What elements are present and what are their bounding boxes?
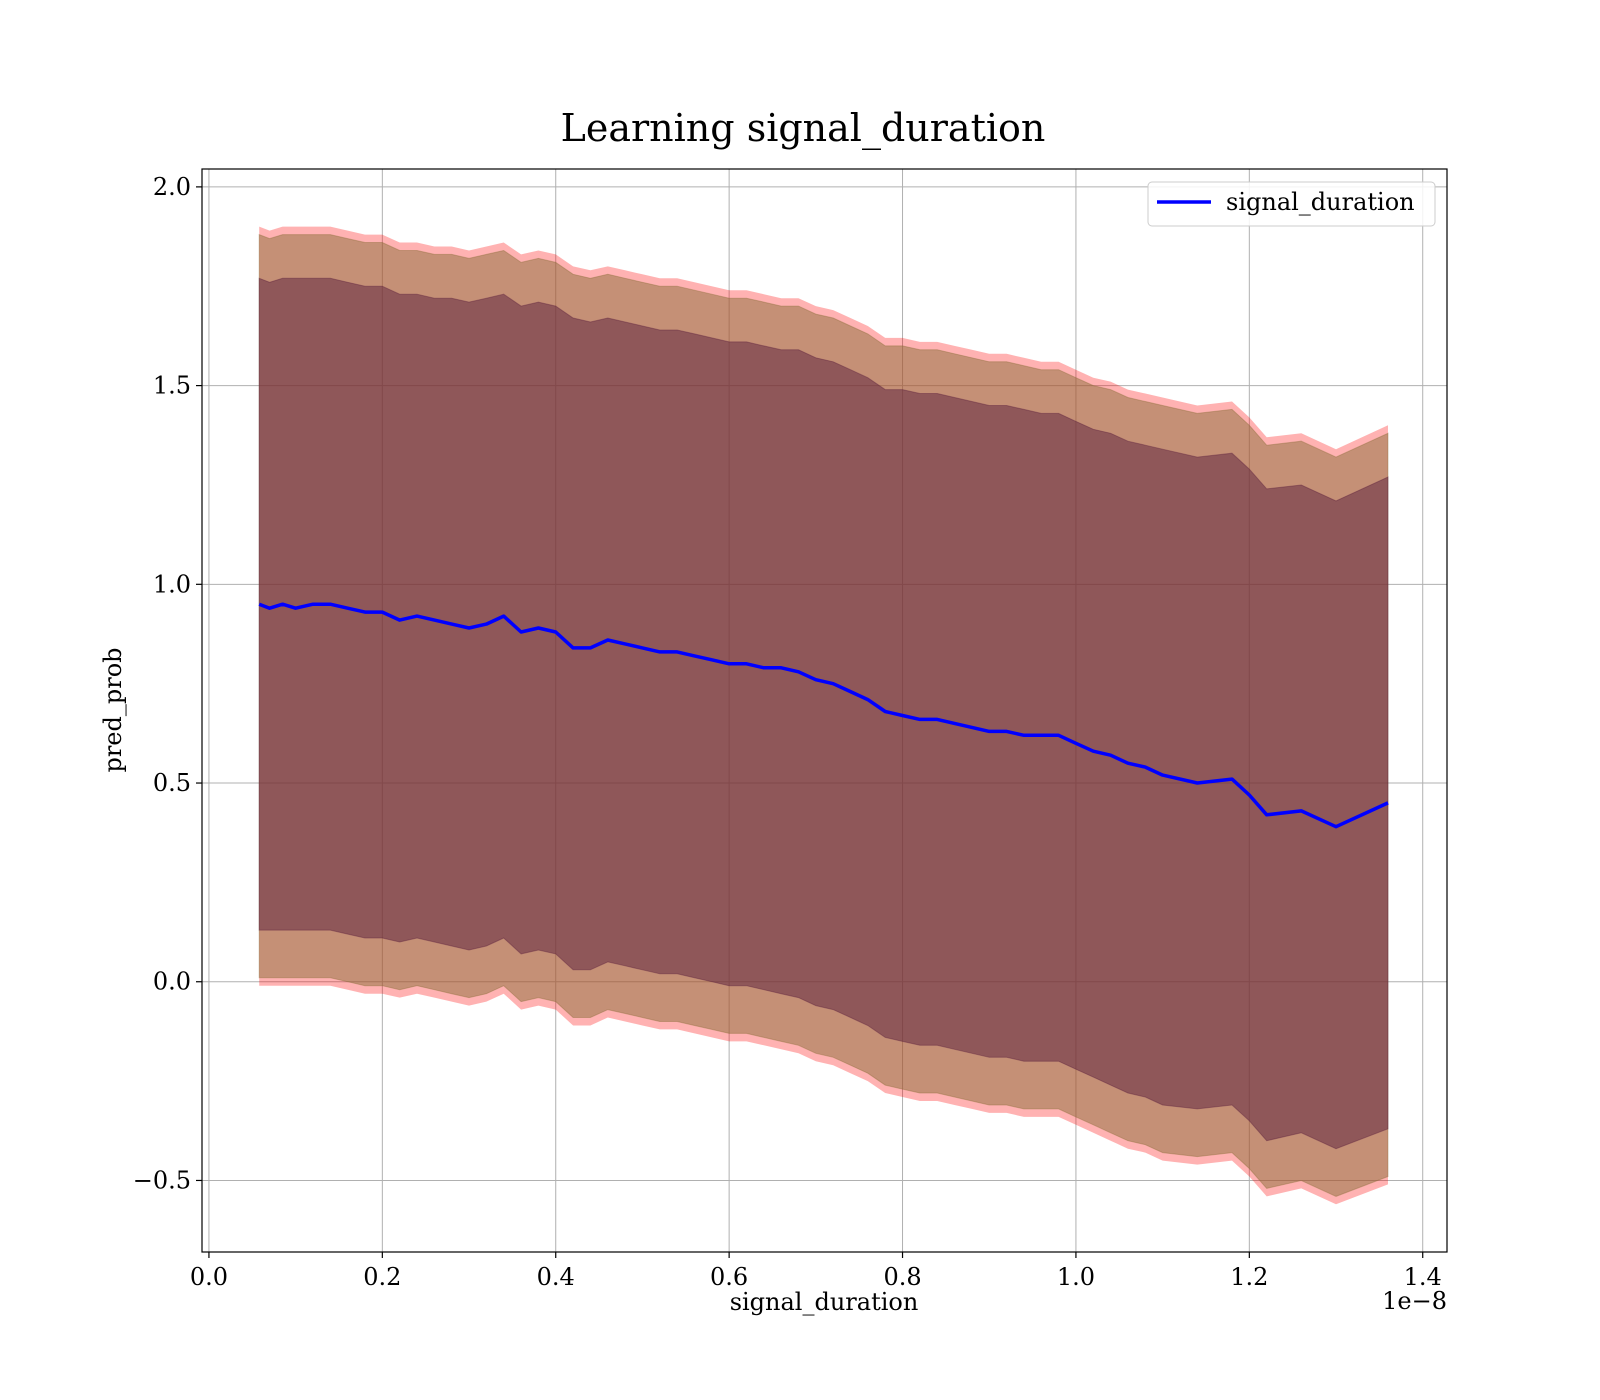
x-tick-label: 0.0 [190, 1263, 228, 1291]
y-tick-label: −0.5 [133, 1166, 191, 1194]
x-tick-label: 0.6 [710, 1263, 748, 1291]
chart-title: Learning signal_duration [561, 106, 1046, 151]
x-tick-label: 0.2 [363, 1263, 401, 1291]
series-line-signal_duration [258, 602, 1389, 829]
y-tick-label: 1.0 [153, 570, 191, 598]
series-line-group [258, 602, 1389, 829]
confidence-bands [258, 226, 1389, 1205]
x-tick-label: 1.2 [1230, 1263, 1268, 1291]
plot-frame [201, 168, 1448, 1253]
y-tick-label: 0.5 [153, 769, 191, 797]
y-axis-label: pred_prob [99, 647, 127, 772]
x-tick-label: 0.4 [537, 1263, 575, 1291]
legend-box [1147, 181, 1436, 227]
y-axis-ticks: −0.5 0.0 0.5 1.0 1.5 2.0 [133, 173, 202, 1194]
x-tick-label: 1.0 [1057, 1263, 1095, 1291]
legend: signal_duration [1147, 181, 1436, 227]
x-axis-ticks: 0.0 0.2 0.4 0.6 0.8 1.0 1.2 1.4 [190, 1252, 1442, 1291]
y-tick-label: 0.0 [153, 968, 191, 996]
x-axis-offset-label: 1e−8 [1382, 1287, 1447, 1315]
inner-confidence-band [258, 277, 1389, 1150]
x-tick-label: 1.4 [1404, 1263, 1442, 1291]
y-tick-label: 2.0 [153, 173, 191, 201]
y-tick-label: 1.5 [153, 372, 191, 400]
x-tick-label: 0.8 [883, 1263, 921, 1291]
legend-entry-label: signal_duration [1226, 188, 1415, 216]
x-axis-label: signal_duration [730, 1288, 919, 1316]
